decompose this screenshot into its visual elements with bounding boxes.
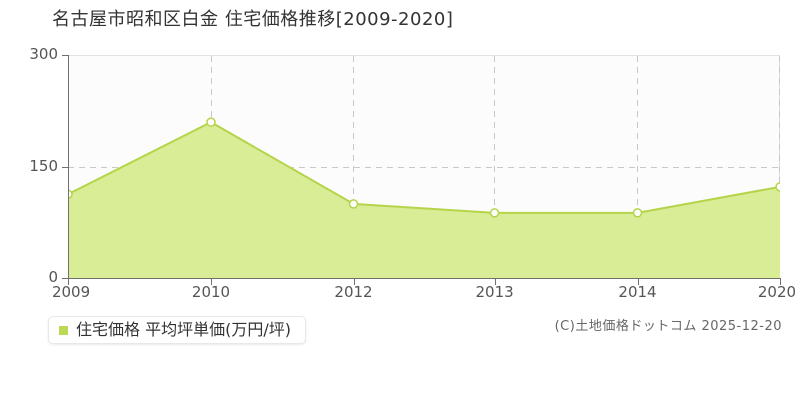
x-axis-tick xyxy=(780,278,781,285)
x-axis-tick xyxy=(68,278,69,285)
plot-svg xyxy=(68,56,780,279)
x-axis-tick-label: 2014 xyxy=(618,283,657,301)
plot-area xyxy=(68,55,780,279)
x-axis-tick-label: 2010 xyxy=(191,283,231,301)
x-axis-tick xyxy=(494,278,496,285)
chart-legend[interactable]: 住宅価格 平均坪単価(万円/坪) xyxy=(48,316,306,344)
series-line xyxy=(68,121,780,214)
x-axis-tick xyxy=(353,278,355,285)
x-axis-tick xyxy=(211,278,212,285)
x-axis-tick-label: 2013 xyxy=(475,283,514,301)
y-axis-tick xyxy=(62,166,69,168)
data-point-marker[interactable] xyxy=(348,199,359,209)
credit-text: (C)土地価格ドットコム 2025-12-20 xyxy=(554,319,782,334)
x-axis-tick-label: 2020 xyxy=(757,283,797,301)
x-axis-tick-label: 2012 xyxy=(334,283,373,301)
y-axis-tick-label: 0 xyxy=(48,268,58,286)
data-point-marker[interactable] xyxy=(632,208,643,218)
y-axis-ticks: 0 150 300 xyxy=(0,0,58,400)
y-axis-tick xyxy=(62,278,69,279)
chart-title: 名古屋市昭和区白金 住宅価格推移[2009-2020] xyxy=(52,9,454,30)
x-axis-line xyxy=(68,278,780,279)
x-axis-tick xyxy=(637,278,639,285)
y-axis-tick-label: 150 xyxy=(29,156,58,175)
legend-square-icon xyxy=(59,325,68,335)
x-axis-tick-label: 2009 xyxy=(51,283,91,301)
series-area-fill xyxy=(68,122,780,279)
data-point-marker[interactable] xyxy=(206,117,216,127)
y-axis-tick-label: 300 xyxy=(29,45,58,63)
data-point-marker[interactable] xyxy=(489,208,500,218)
legend-label: 住宅価格 平均坪単価(万円/坪) xyxy=(76,320,291,339)
y-axis-tick xyxy=(62,55,69,56)
data-point-marker[interactable] xyxy=(775,182,780,192)
